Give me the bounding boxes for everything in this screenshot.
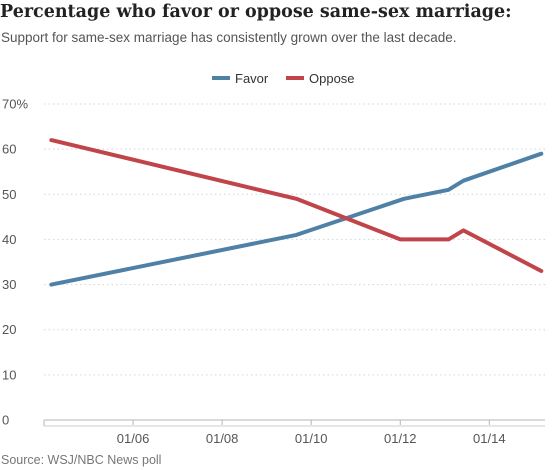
x-tick-label: 01/08	[206, 431, 239, 446]
series-line-favor	[49, 151, 544, 287]
x-tick-label: 01/12	[384, 431, 417, 446]
series-lines	[49, 138, 544, 287]
legend: Favor Oppose	[212, 71, 355, 86]
y-tick-label: 30	[2, 277, 16, 292]
chart-subtitle: Support for same-sex marriage has consis…	[1, 30, 457, 45]
y-tick-label: 50	[2, 187, 16, 202]
y-tick-label: 10	[2, 367, 16, 382]
y-tick-label: 60	[2, 142, 16, 157]
y-tick-label: 70%	[2, 97, 28, 112]
x-tick-label: 01/14	[473, 431, 506, 446]
chart-title: Percentage who favor or oppose same-sex …	[0, 2, 512, 22]
legend-label: Favor	[235, 71, 269, 86]
series-line-oppose	[49, 138, 544, 273]
x-axis-ticks: 01/06 01/08 01/10 01/12 01/14	[43, 420, 545, 446]
x-tick-label: 01/06	[117, 431, 150, 446]
gridlines	[44, 103, 545, 421]
y-tick-label: 0	[2, 413, 9, 428]
x-tick-label: 01/10	[295, 431, 328, 446]
y-tick-label: 20	[2, 322, 16, 337]
y-axis-ticks: 0 10 20 30 40 50 60 70%	[2, 97, 28, 428]
y-tick-label: 40	[2, 232, 16, 247]
legend-label: Oppose	[309, 71, 355, 86]
source-note: Source: WSJ/NBC News poll	[1, 453, 162, 467]
